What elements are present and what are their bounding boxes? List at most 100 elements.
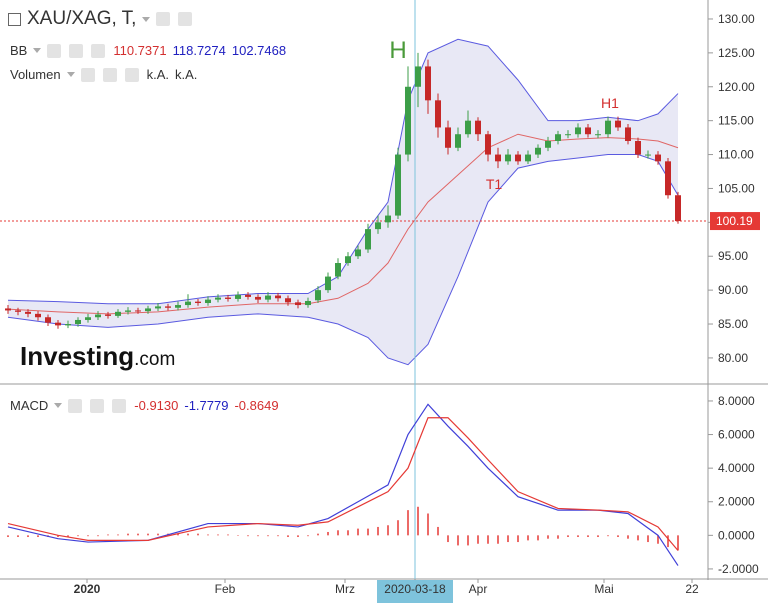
- bb-legend: BB 110.7371 118.7274 102.7468: [10, 43, 286, 58]
- y-tick-label: 8.0000: [718, 394, 755, 408]
- y-tick-label: 0.0000: [718, 528, 755, 542]
- histogram-bar: [227, 534, 229, 536]
- candle-body: [95, 314, 101, 318]
- candle-body: [275, 295, 281, 299]
- histogram-bar: [117, 534, 119, 536]
- legend-value: -1.7779: [184, 398, 229, 413]
- candle-body: [165, 306, 171, 308]
- icon[interactable]: [47, 43, 62, 58]
- candle-body: [75, 319, 81, 325]
- histogram-bar: [217, 534, 219, 536]
- candle-body: [315, 290, 321, 301]
- candle-body: [305, 300, 311, 306]
- main-header: XAU/XAG, T,: [8, 8, 194, 30]
- candle-body: [655, 154, 661, 162]
- candle-body: [405, 86, 411, 155]
- icon[interactable]: [112, 398, 127, 413]
- y-tick-label: 95.00: [718, 249, 748, 263]
- histogram-bar: [387, 525, 389, 536]
- candle-body: [615, 120, 621, 128]
- icon[interactable]: [156, 12, 171, 26]
- y-tick-label: 4.0000: [718, 461, 755, 475]
- histogram-bar: [147, 533, 149, 536]
- legend-value: -0.9130: [134, 398, 179, 413]
- histogram-bar: [457, 535, 459, 546]
- candle-body: [125, 310, 131, 312]
- candle-body: [455, 134, 461, 148]
- candle-body: [5, 308, 11, 311]
- y-tick-label: -2.0000: [718, 562, 759, 576]
- candle-body: [105, 314, 111, 316]
- histogram-bar: [127, 533, 129, 536]
- collapse-icon[interactable]: [8, 12, 21, 26]
- histogram-bar: [677, 535, 679, 551]
- icon[interactable]: [91, 43, 106, 58]
- candle-body: [375, 222, 381, 230]
- histogram-bar: [267, 535, 269, 537]
- histogram-bar: [537, 535, 539, 541]
- x-tick-label: Mrz: [335, 582, 355, 596]
- candle-body: [45, 317, 51, 323]
- y-tick-label: 85.00: [718, 317, 748, 331]
- annotation: H1: [601, 95, 619, 111]
- histogram-bar: [77, 535, 79, 537]
- candle-body: [545, 140, 551, 148]
- candle-body: [555, 134, 561, 141]
- candle-body: [565, 134, 571, 136]
- candle-body: [295, 302, 301, 306]
- icon[interactable]: [68, 398, 83, 413]
- histogram-bar: [297, 535, 299, 538]
- candle-body: [55, 322, 61, 326]
- candle-body: [255, 296, 261, 300]
- candle-body: [445, 127, 451, 148]
- candle-body: [585, 127, 591, 135]
- candle-body: [155, 306, 161, 309]
- x-tick-label: Apr: [468, 582, 488, 596]
- y-tick-label: 2.0000: [718, 495, 755, 509]
- candle-body: [475, 120, 481, 135]
- bollinger-fill: [8, 39, 678, 365]
- y-tick-label: 110.00: [718, 148, 754, 162]
- histogram-bar: [567, 535, 569, 538]
- candle-body: [215, 297, 221, 300]
- histogram-bar: [557, 535, 559, 539]
- histogram-bar: [657, 535, 659, 544]
- icon[interactable]: [124, 67, 139, 82]
- candle-body: [495, 154, 501, 162]
- icon[interactable]: [102, 67, 117, 82]
- histogram-bar: [107, 534, 109, 536]
- icon[interactable]: [178, 12, 193, 26]
- x-tick-label: 2020-03-18: [384, 582, 446, 596]
- histogram-bar: [97, 535, 99, 537]
- legend-value: k.A.: [175, 67, 198, 82]
- dropdown[interactable]: [66, 72, 75, 77]
- histogram-bar: [237, 535, 239, 536]
- candle-body: [145, 308, 151, 312]
- histogram-bar: [517, 535, 519, 543]
- candle-body: [515, 154, 521, 162]
- dropdown[interactable]: [142, 16, 151, 22]
- icon[interactable]: [69, 43, 84, 58]
- x-highlight: [377, 580, 453, 603]
- candle-body: [395, 154, 401, 216]
- histogram-bar: [177, 533, 179, 536]
- candle-body: [435, 100, 441, 128]
- icon[interactable]: [90, 398, 105, 413]
- histogram-bar: [627, 535, 629, 539]
- histogram-bar: [247, 535, 249, 537]
- candle-body: [645, 154, 651, 156]
- histogram-bar: [317, 533, 319, 536]
- watermark: Investing.com: [20, 341, 175, 371]
- icon[interactable]: [80, 67, 95, 82]
- candle-body: [115, 311, 121, 316]
- candle-body: [265, 295, 271, 300]
- legend-value: k.A.: [146, 67, 169, 82]
- dropdown[interactable]: [33, 48, 42, 53]
- dropdown[interactable]: [54, 403, 63, 408]
- histogram-bar: [467, 535, 469, 546]
- candle-body: [595, 134, 601, 136]
- y-tick-label: 80.00: [718, 351, 748, 365]
- last-price-tag: [710, 212, 760, 231]
